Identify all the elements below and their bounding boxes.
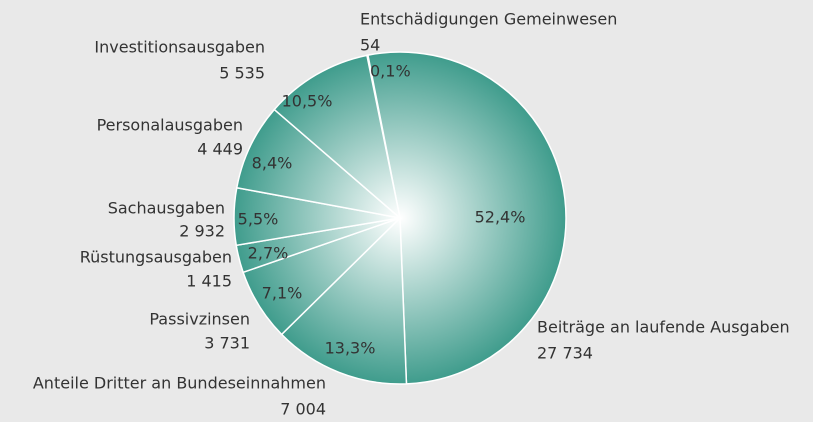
value-label: 1 415 xyxy=(186,272,232,291)
percent-label: 7,1% xyxy=(262,284,303,303)
slice-label: Rüstungsausgaben xyxy=(80,248,232,267)
percent-label: 2,7% xyxy=(248,244,289,263)
percent-label: 0,1% xyxy=(370,62,411,81)
value-label: 2 932 xyxy=(179,222,225,241)
value-label: 3 731 xyxy=(204,334,250,353)
value-label: 27 734 xyxy=(537,344,593,363)
pie-slice xyxy=(280,216,408,385)
value-label: 5 535 xyxy=(219,64,265,83)
slice-label: Anteile Dritter an Bundeseinnahmen xyxy=(33,374,326,393)
slice-label: Entschädigungen Gemeinwesen xyxy=(360,10,617,29)
percent-label: 13,3% xyxy=(325,339,376,358)
slice-label: Sachausgaben xyxy=(108,199,225,218)
slice-label: Passivzinsen xyxy=(149,310,250,329)
slice-label: Personalausgaben xyxy=(97,116,243,135)
percent-label: 8,4% xyxy=(252,154,293,173)
percent-label: 52,4% xyxy=(475,208,526,227)
pie-slice xyxy=(235,108,403,220)
percent-label: 10,5% xyxy=(282,92,333,111)
percent-label: 5,5% xyxy=(238,210,279,229)
slice-label: Beiträge an laufende Ausgaben xyxy=(537,318,790,337)
slice-label: Investitionsausgaben xyxy=(94,38,265,57)
pie-slice xyxy=(367,51,567,385)
pie-slice xyxy=(273,54,402,221)
value-label: 54 xyxy=(360,36,380,55)
value-label: 7 004 xyxy=(280,400,326,419)
value-label: 4 449 xyxy=(197,140,243,159)
